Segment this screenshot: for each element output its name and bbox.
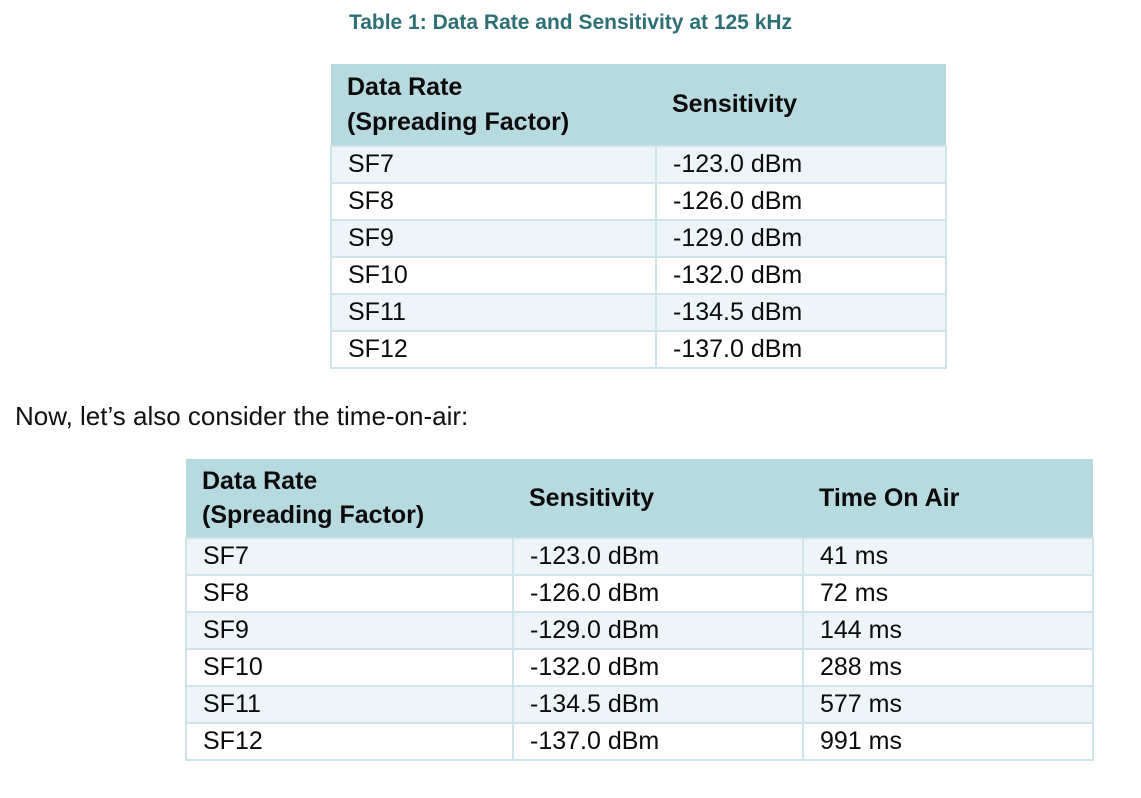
table2-sf-cell: SF8 [185, 574, 514, 613]
paragraph-time-on-air: Now, let’s also consider the time-on-air… [15, 401, 469, 431]
table2-header-data-rate: Data Rate (Spreading Factor) [186, 459, 513, 538]
table-row: SF12 -137.0 dBm 991 ms [185, 722, 1094, 761]
table-row: SF11 -134.5 dBm [330, 293, 947, 332]
table1-sf-cell: SF9 [330, 219, 657, 258]
table-row: SF10 -132.0 dBm 288 ms [185, 648, 1094, 687]
table2-header-time-on-air: Time On Air [803, 459, 1093, 538]
table1-sensitivity-cell: -137.0 dBm [655, 330, 947, 369]
table2-sf-cell: SF11 [185, 685, 514, 724]
table-row: SF11 -134.5 dBm 577 ms [185, 685, 1094, 724]
table-row: SF12 -137.0 dBm [330, 330, 947, 369]
table2-sensitivity-cell: -132.0 dBm [512, 648, 804, 687]
table1-data-rate-sensitivity: Data Rate (Spreading Factor) Sensitivity… [330, 64, 947, 369]
table2-toa-cell: 72 ms [802, 574, 1094, 613]
table2-sf-cell: SF7 [185, 537, 514, 576]
table1-sensitivity-cell: -132.0 dBm [655, 256, 947, 295]
table2-sf-cell: SF12 [185, 722, 514, 761]
table2-data-rate-sensitivity-toa: Data Rate (Spreading Factor) Sensitivity… [185, 459, 1094, 761]
table2-header-sensitivity: Sensitivity [513, 459, 803, 538]
table2-sensitivity-cell: -126.0 dBm [512, 574, 804, 613]
table1-sensitivity-cell: -134.5 dBm [655, 293, 947, 332]
table1-sf-cell: SF11 [330, 293, 657, 332]
table2-sf-cell: SF9 [185, 611, 514, 650]
table1-sensitivity-cell: -123.0 dBm [655, 145, 947, 184]
table2-sensitivity-cell: -134.5 dBm [512, 685, 804, 724]
table2-toa-cell: 288 ms [802, 648, 1094, 687]
table2-sensitivity-cell: -123.0 dBm [512, 537, 804, 576]
table-row: SF7 -123.0 dBm [330, 145, 947, 184]
table1-sf-cell: SF10 [330, 256, 657, 295]
table2-sensitivity-cell: -129.0 dBm [512, 611, 804, 650]
table1-sf-cell: SF12 [330, 330, 657, 369]
table2-toa-cell: 144 ms [802, 611, 1094, 650]
table1-caption: Table 1: Data Rate and Sensitivity at 12… [348, 11, 793, 34]
table2-sf-cell: SF10 [185, 648, 514, 687]
table2-sensitivity-cell: -137.0 dBm [512, 722, 804, 761]
table2-header-row: Data Rate (Spreading Factor) Sensitivity… [186, 459, 1093, 538]
table-row: SF7 -123.0 dBm 41 ms [185, 537, 1094, 576]
table2-toa-cell: 991 ms [802, 722, 1094, 761]
table1-sensitivity-cell: -126.0 dBm [655, 182, 947, 221]
table-row: SF9 -129.0 dBm 144 ms [185, 611, 1094, 650]
table1-sensitivity-cell: -129.0 dBm [655, 219, 947, 258]
table2-toa-cell: 577 ms [802, 685, 1094, 724]
table1-sf-cell: SF8 [330, 182, 657, 221]
table1-header-data-rate: Data Rate (Spreading Factor) [331, 64, 656, 146]
table1-sf-cell: SF7 [330, 145, 657, 184]
table1-header-sensitivity: Sensitivity [656, 64, 946, 146]
table2-toa-cell: 41 ms [802, 537, 1094, 576]
table-row: SF8 -126.0 dBm 72 ms [185, 574, 1094, 613]
table-row: SF10 -132.0 dBm [330, 256, 947, 295]
table-row: SF8 -126.0 dBm [330, 182, 947, 221]
table-row: SF9 -129.0 dBm [330, 219, 947, 258]
table1-header-row: Data Rate (Spreading Factor) Sensitivity [331, 64, 946, 146]
